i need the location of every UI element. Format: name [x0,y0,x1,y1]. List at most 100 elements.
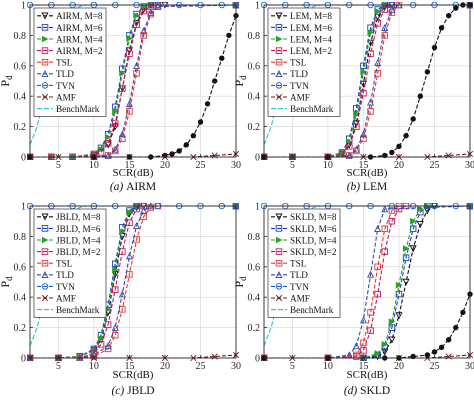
data-point [402,278,410,286]
legend-marker [41,69,49,78]
data-point [183,142,189,148]
series-line [264,4,470,158]
x-tick-label: 5 [56,361,61,372]
data-point [119,85,126,92]
x-tick-label: 10 [323,361,333,372]
data-point [388,336,396,344]
legend-label: AIRM, M=4 [56,34,103,44]
y-tick-label: 0 [255,354,260,365]
data-point [111,286,119,293]
legend-label: TSL [290,259,307,269]
legend-label: TSL [290,58,307,68]
data-point [424,69,431,75]
data-point [140,32,147,39]
data-point [381,32,389,39]
data-point [388,5,396,13]
legend-marker [41,270,49,279]
x-axis-label: SCR(dB) [347,167,388,179]
data-point [204,101,211,107]
y-tick-label: 1 [255,202,260,213]
data-point [388,217,396,225]
y-tick-label: 0.6 [14,61,27,72]
data-point [359,130,367,138]
legend-label: AIRM, M=8 [56,11,103,21]
data-point [360,68,367,76]
panel-caption: (a) AIRM [110,181,156,193]
data-point [395,281,403,289]
data-point [111,323,119,331]
legend-marker [275,259,283,267]
series-line [264,205,471,359]
data-point [402,254,410,261]
legend-marker [275,58,283,66]
data-point [90,353,98,360]
data-point [416,220,424,229]
legend-marker [41,58,49,66]
data-point [119,248,126,255]
legend-marker [41,47,49,54]
data-point [211,78,218,84]
data-point [374,58,382,67]
data-point [176,148,182,154]
y-tick-label: 0 [21,354,26,365]
data-point [381,341,389,348]
data-point [453,324,459,331]
legend-marker [41,82,49,89]
data-point [374,19,381,27]
legend-label: TLD [56,270,74,280]
legend-marker [275,47,283,54]
data-point [360,135,367,143]
data-point [118,290,126,298]
data-point [445,12,452,19]
y-tick-label: 0.4 [14,293,27,304]
data-point [147,10,155,18]
y-tick-label: 0.4 [248,293,261,304]
legend-marker [275,35,283,43]
y-tick-label: 1 [21,202,26,213]
x-tick-label: 10 [323,160,333,171]
y-tick-label: 0.6 [248,61,261,72]
data-point [388,318,396,325]
y-tick-label: 0.2 [14,122,27,133]
y-tick-label: 0.2 [14,323,27,334]
data-point [219,55,225,61]
legend-marker [275,82,283,89]
data-point [125,99,133,108]
data-point [409,225,417,233]
data-point [360,89,367,97]
data-point [133,236,140,243]
data-point [140,206,148,214]
legend-marker [275,270,283,279]
y-axis-label: Pd [232,276,248,288]
y-axis-label: Pd [0,276,14,288]
data-point [169,151,175,157]
data-point [97,334,105,342]
legend-marker [275,213,283,221]
data-point [367,29,375,36]
legend-marker [275,93,283,101]
data-point [111,147,119,155]
data-point [118,130,126,138]
legend-label: TSL [56,259,73,269]
data-point [431,349,438,355]
legend-label: AMF [290,92,310,102]
y-tick-label: 1 [255,1,260,12]
data-point [431,44,438,51]
data-point [360,347,367,354]
x-axis-label: SCR(dB) [347,369,388,381]
legend-marker [41,93,49,101]
legend-label: TLD [290,270,308,280]
axes-frame [29,4,237,158]
data-point [119,306,126,313]
data-point [381,205,389,213]
legend-marker [275,69,283,78]
data-point [352,145,360,153]
y-axis-label: Pd [0,75,14,87]
x-tick-label: 10 [89,160,99,171]
y-tick-label: 1 [21,1,26,12]
legend-marker [275,283,283,290]
x-tick-label: 15 [124,160,134,171]
data-point [374,263,381,271]
legend-marker [275,24,283,31]
